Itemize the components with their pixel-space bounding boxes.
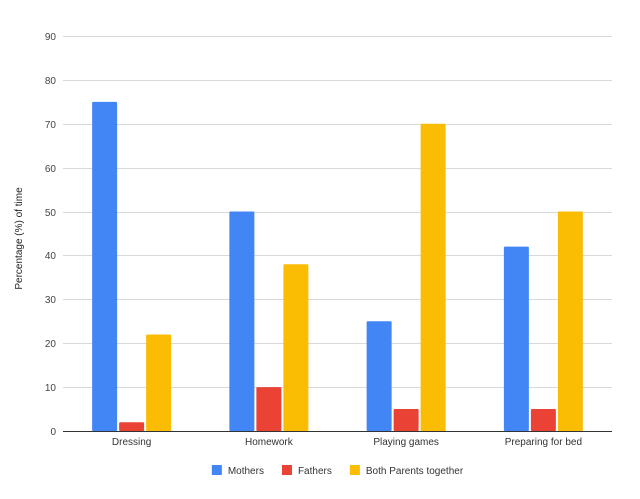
gridlines	[63, 36, 612, 388]
y-tick-label: 20	[45, 339, 57, 350]
bar-fathers	[393, 409, 419, 431]
legend-swatch	[349, 465, 360, 475]
bar-mothers	[503, 246, 529, 431]
bar-both-parents-together	[146, 334, 172, 431]
legend-swatch	[281, 465, 292, 475]
bar-mothers	[229, 211, 255, 431]
bar-both-parents-together	[283, 264, 309, 431]
bar-mothers	[366, 321, 392, 431]
bar-fathers	[530, 409, 556, 431]
bar-mothers	[92, 101, 118, 431]
y-tick-label: 50	[45, 208, 57, 219]
x-tick-label: Dressing	[112, 437, 151, 448]
bars	[92, 101, 583, 432]
bar-both-parents-together	[557, 211, 583, 431]
y-tick-label: 60	[45, 164, 57, 175]
y-tick-label: 0	[50, 427, 56, 438]
y-tick-label: 10	[45, 383, 57, 394]
legend: Mothers Fathers Both Parents together	[211, 465, 464, 477]
y-tick-label: 30	[45, 295, 57, 306]
legend-label: Both Parents together	[366, 466, 464, 477]
legend-label: Fathers	[298, 466, 332, 477]
x-tick-label: Preparing for bed	[505, 437, 582, 448]
x-tick-label: Playing games	[373, 437, 439, 448]
bar-fathers	[119, 422, 145, 431]
y-tick-label: 70	[45, 120, 57, 131]
bar-both-parents-together	[420, 123, 446, 432]
legend-item[interactable]: Mothers	[211, 465, 264, 477]
y-tick-label: 90	[45, 32, 57, 43]
legend-swatch	[211, 465, 222, 475]
legend-item[interactable]: Fathers	[281, 465, 332, 477]
legend-item[interactable]: Both Parents together	[349, 465, 464, 477]
legend-label: Mothers	[228, 466, 264, 477]
x-tick-label: Homework	[245, 437, 294, 448]
y-axis-title: Percentage (%) of time	[14, 187, 25, 290]
y-tick-label: 80	[45, 76, 57, 87]
y-tick-label: 40	[45, 251, 57, 262]
bar-fathers	[256, 387, 282, 431]
x-axis-ticks: Dressing Homework Playing games Preparing f…	[112, 437, 582, 448]
y-axis-ticks: 0 10 20 30 40 50 60 70 80 90	[45, 32, 57, 438]
